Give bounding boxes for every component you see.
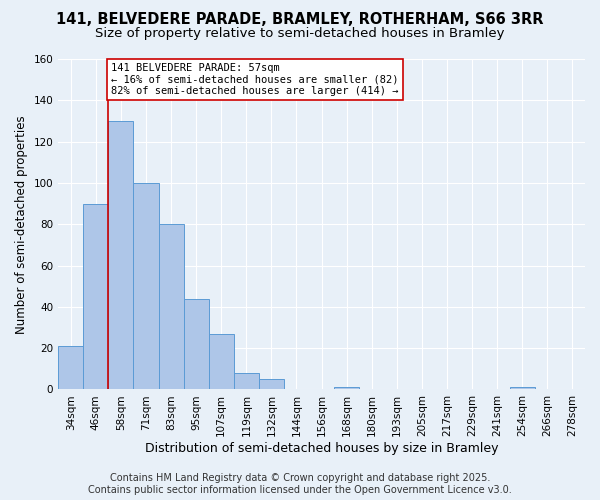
Bar <box>510 388 535 390</box>
X-axis label: Distribution of semi-detached houses by size in Bramley: Distribution of semi-detached houses by … <box>145 442 499 455</box>
Text: Size of property relative to semi-detached houses in Bramley: Size of property relative to semi-detach… <box>95 28 505 40</box>
Bar <box>109 121 133 390</box>
Text: 141, BELVEDERE PARADE, BRAMLEY, ROTHERHAM, S66 3RR: 141, BELVEDERE PARADE, BRAMLEY, ROTHERHA… <box>56 12 544 28</box>
Bar <box>133 183 158 390</box>
Bar <box>83 204 109 390</box>
Y-axis label: Number of semi-detached properties: Number of semi-detached properties <box>15 115 28 334</box>
Bar <box>334 388 359 390</box>
Bar <box>158 224 184 390</box>
Bar <box>184 298 209 390</box>
Bar <box>234 373 259 390</box>
Text: Contains HM Land Registry data © Crown copyright and database right 2025.
Contai: Contains HM Land Registry data © Crown c… <box>88 474 512 495</box>
Text: 141 BELVEDERE PARADE: 57sqm
← 16% of semi-detached houses are smaller (82)
82% o: 141 BELVEDERE PARADE: 57sqm ← 16% of sem… <box>111 63 398 96</box>
Bar <box>259 379 284 390</box>
Bar <box>58 346 83 390</box>
Bar <box>209 334 234 390</box>
